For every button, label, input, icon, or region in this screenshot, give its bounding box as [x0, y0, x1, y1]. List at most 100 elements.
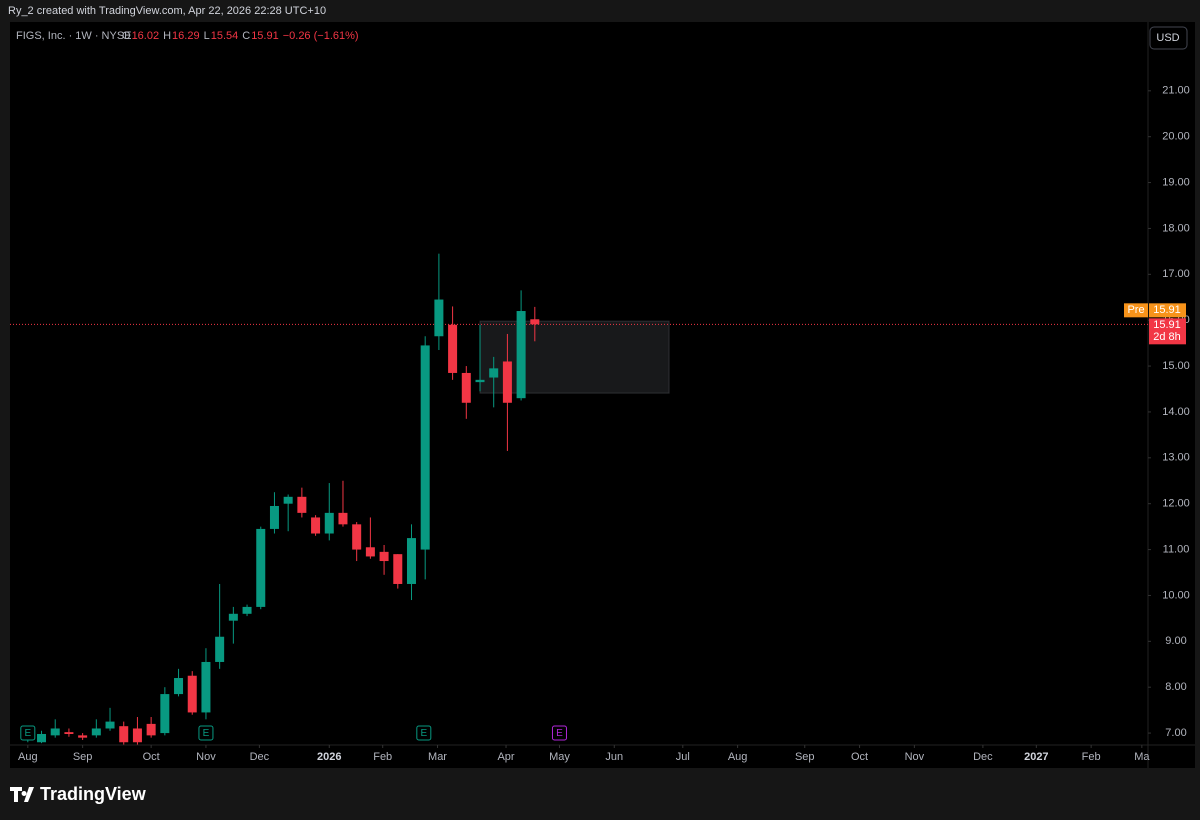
y-tick-label: 13.00	[1162, 452, 1190, 464]
candle-body	[174, 678, 184, 695]
event-label: E	[24, 728, 31, 739]
candle-body	[105, 721, 115, 729]
ohlc-key: O	[122, 30, 131, 42]
candle-body	[269, 505, 279, 529]
candle-body	[379, 551, 389, 562]
candle-body	[64, 732, 74, 734]
y-tick-label: 7.00	[1165, 727, 1186, 739]
candle-body	[311, 517, 321, 534]
x-tick-label: Dec	[250, 751, 270, 763]
y-tick-label: 21.00	[1162, 85, 1190, 97]
last-price: 15.91	[1153, 319, 1181, 331]
legend: FIGS, Inc. · 1W · NYSE O 16.02 H 16.29 L 15.5…	[16, 30, 359, 42]
event-marker	[20, 725, 36, 741]
candle-body	[324, 512, 334, 534]
ohlc-key: H	[163, 30, 171, 42]
candle-body	[516, 311, 526, 399]
x-tick-label: Oct	[851, 751, 868, 763]
candle-body	[160, 694, 170, 734]
y-tick-label: 20.00	[1162, 131, 1190, 143]
brand: TradingView	[40, 784, 147, 804]
event-marker	[198, 725, 214, 741]
ohlc-value: 16.02	[132, 30, 160, 42]
caption: Ry_2 created with TradingView.com, Apr 2…	[8, 5, 326, 17]
x-tick-label: Sep	[73, 751, 93, 763]
x-tick-label: 2026	[317, 751, 341, 763]
y-tick-label: 9.00	[1165, 635, 1186, 647]
candle-body	[365, 547, 375, 557]
candle-body	[475, 379, 485, 383]
event-marker	[416, 725, 432, 741]
ohlc-value: 15.54	[211, 30, 239, 42]
y-tick-label: 10.00	[1162, 589, 1190, 601]
x-tick-label: Feb	[1082, 751, 1101, 763]
x-tick-label: Nov	[196, 751, 216, 763]
countdown: 2d 8h	[1153, 331, 1181, 343]
y-tick-label: 18.00	[1162, 222, 1190, 234]
candle-body	[352, 524, 362, 550]
x-tick-label: Nov	[905, 751, 925, 763]
candle-body	[406, 538, 416, 584]
candle-body	[297, 496, 307, 513]
x-tick-label: Jul	[676, 751, 690, 763]
logo: TradingView	[10, 784, 147, 804]
candle-body	[502, 361, 512, 403]
candle-body	[283, 496, 293, 504]
ohlc-key: L	[204, 30, 210, 42]
y-tick-label: 15.00	[1162, 360, 1190, 372]
x-tick-label: Ma	[1134, 751, 1150, 763]
x-tick-label: Feb	[373, 751, 392, 763]
candle-body	[256, 528, 266, 607]
x-tick-label: May	[549, 751, 570, 763]
pre-price-badge	[1149, 303, 1186, 318]
logo-icon	[10, 787, 34, 802]
x-tick-label: Mar	[428, 751, 447, 763]
pre-price: 15.91	[1153, 304, 1181, 316]
event-label: E	[420, 728, 427, 739]
candle-body	[78, 735, 88, 738]
x-tick-label: Aug	[18, 751, 38, 763]
candle-body	[215, 636, 225, 662]
y-tick-label: 11.00	[1163, 543, 1190, 555]
change: −0.26 (−1.61%)	[283, 30, 359, 42]
event-marker	[551, 725, 567, 741]
y-tick-label: 12.00	[1162, 498, 1190, 510]
ohlc-value: 16.29	[172, 30, 200, 42]
pre-label: Pre	[1127, 304, 1144, 316]
candle-body	[242, 606, 252, 614]
currency-button[interactable]	[1149, 26, 1188, 50]
candle-body	[146, 723, 156, 736]
candle-body	[119, 726, 129, 743]
candle-body	[50, 728, 60, 736]
y-tick-label: 14.00	[1162, 406, 1190, 418]
candle-body	[434, 299, 444, 337]
ohlc-value: 15.91	[251, 30, 279, 42]
pre-badge	[1124, 303, 1148, 318]
x-tick-label: Aug	[728, 751, 748, 763]
ohlc-key: C	[242, 30, 250, 42]
candle-body	[338, 512, 348, 525]
candle-body	[489, 368, 499, 378]
event-label: E	[556, 728, 563, 739]
candle-body	[132, 728, 142, 743]
candle-body	[228, 613, 238, 621]
candle-body	[448, 324, 458, 373]
candle-body	[461, 372, 471, 403]
currency[interactable]: USD	[1156, 32, 1179, 44]
x-tick-label: Sep	[795, 751, 815, 763]
last-price-badge	[1149, 318, 1186, 345]
x-tick-label: Jun	[605, 751, 623, 763]
chart-pane	[10, 22, 1195, 768]
candle-body	[420, 345, 430, 550]
x-tick-label: 2027	[1024, 751, 1048, 763]
x-tick-label: Apr	[497, 751, 514, 763]
candle-body	[91, 728, 101, 736]
y-tick-label: 19.00	[1162, 176, 1190, 188]
y-tick-label: 17.00	[1162, 268, 1190, 280]
candle-body	[201, 661, 211, 713]
candle-body	[37, 733, 47, 743]
candle-body	[393, 554, 403, 584]
x-tick-label: Dec	[973, 751, 993, 763]
y-tick-label: 8.00	[1165, 681, 1186, 693]
